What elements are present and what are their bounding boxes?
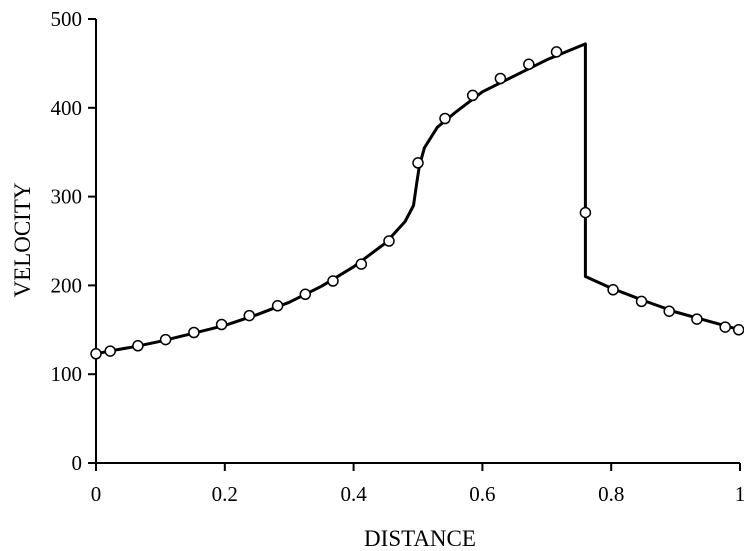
y-tick-label: 500 xyxy=(51,7,83,31)
y-ticks: 0 100 200 300 400 500 xyxy=(51,7,96,475)
data-point-marker xyxy=(466,89,479,102)
y-tick-label: 200 xyxy=(51,273,83,297)
data-point-marker xyxy=(90,348,102,360)
data-point-marker xyxy=(607,284,619,296)
y-tick-label: 0 xyxy=(72,451,83,475)
data-point-marker xyxy=(523,58,535,71)
y-tick-label: 300 xyxy=(51,185,83,209)
data-point-marker xyxy=(327,275,339,287)
series-line xyxy=(95,42,741,356)
axes xyxy=(95,19,740,464)
data-point-marker xyxy=(132,340,144,352)
data-point-marker xyxy=(635,295,648,308)
data-point-marker xyxy=(299,288,312,301)
data-point-marker xyxy=(243,309,256,322)
x-axis-title: DISTANCE xyxy=(364,526,476,551)
data-point-marker xyxy=(732,324,744,336)
y-axis-title: VELOCITY xyxy=(10,182,35,297)
y-tick-label: 400 xyxy=(51,96,83,120)
x-ticks: 0 0.2 0.4 0.6 0.8 1 xyxy=(91,463,744,506)
data-point-marker xyxy=(383,235,395,247)
data-point-marker xyxy=(215,318,228,331)
data-point-marker xyxy=(579,206,592,219)
data-point-marker xyxy=(271,300,284,312)
x-tick-label: 0.2 xyxy=(212,482,238,506)
data-point-marker xyxy=(439,112,451,125)
data-point-marker xyxy=(494,72,507,85)
data-point-marker xyxy=(412,157,424,169)
data-point-marker xyxy=(104,345,116,357)
y-tick-label: 100 xyxy=(51,362,83,386)
x-tick-label: 1 xyxy=(735,482,744,506)
x-tick-label: 0.4 xyxy=(340,482,367,506)
data-point-marker xyxy=(188,326,200,339)
x-tick-label: 0 xyxy=(91,482,102,506)
series-layer xyxy=(90,42,744,360)
data-point-marker xyxy=(159,333,172,346)
data-point-marker xyxy=(355,258,368,270)
x-tick-label: 0.6 xyxy=(469,482,495,506)
data-point-marker xyxy=(719,321,731,333)
data-point-marker xyxy=(663,305,675,317)
data-point-marker xyxy=(691,313,703,325)
x-tick-label: 0.8 xyxy=(598,482,624,506)
data-point-marker xyxy=(550,46,563,58)
